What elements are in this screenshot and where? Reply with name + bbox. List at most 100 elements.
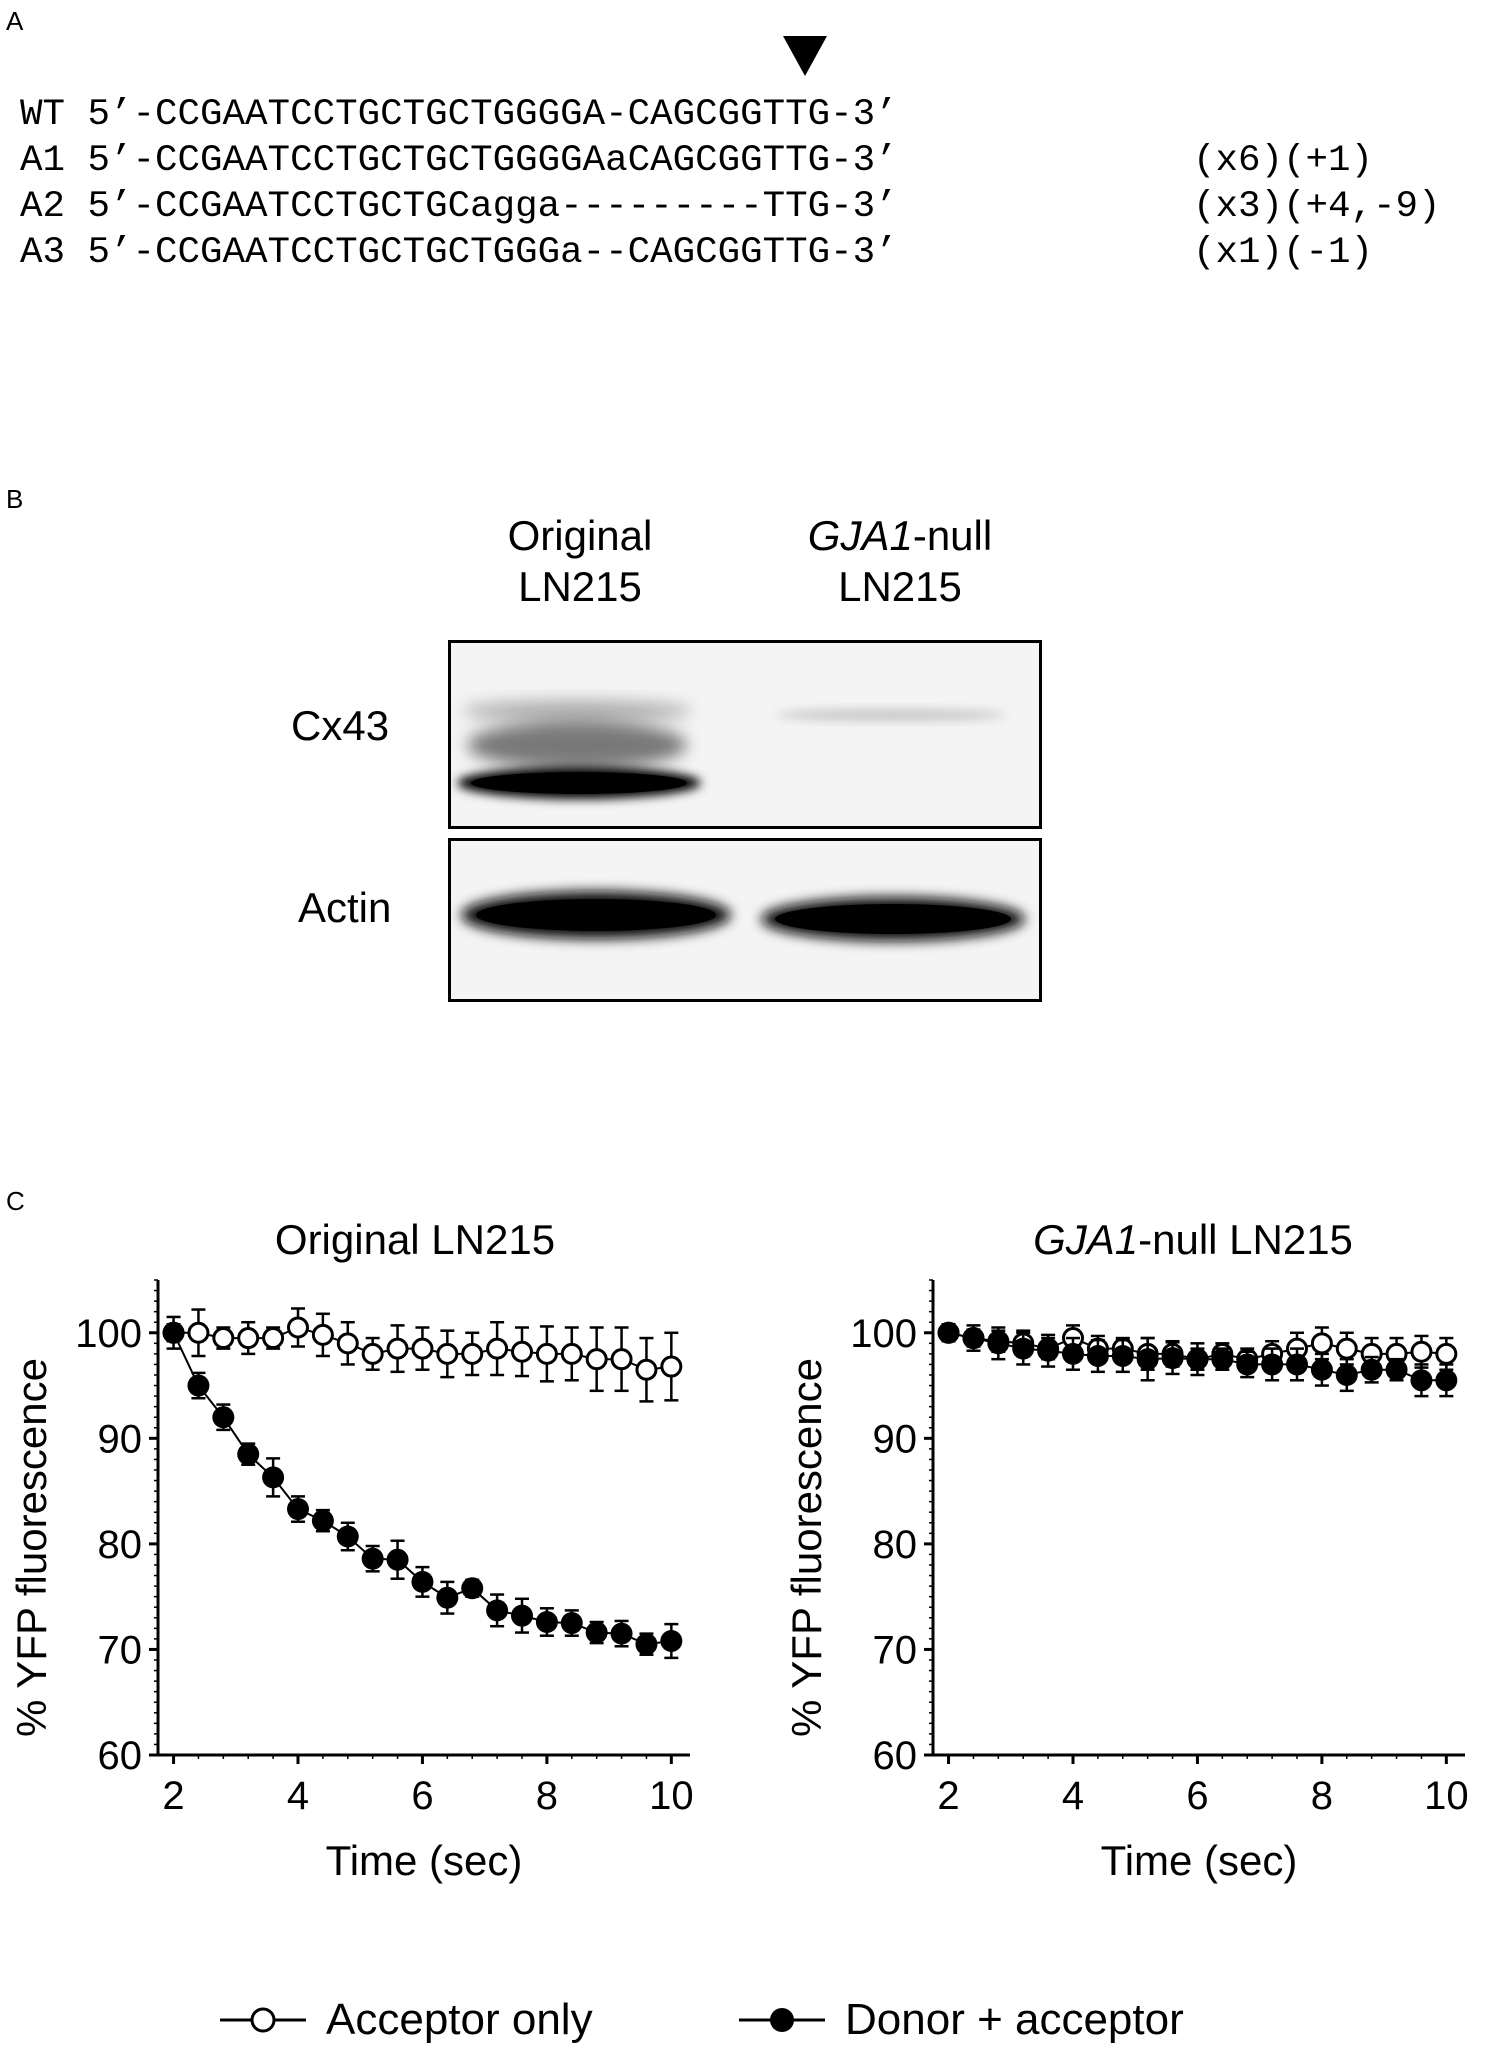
blot-cx43-image <box>451 643 1039 826</box>
x-tick-label: 10 <box>1424 1774 1469 1818</box>
data-point-filled <box>361 1547 384 1570</box>
data-point-filled <box>1360 1358 1383 1381</box>
data-point-filled <box>610 1622 633 1645</box>
data-point-filled <box>1335 1364 1358 1386</box>
data-point-filled <box>262 1466 285 1489</box>
chart-title-text: -null LN215 <box>1138 1216 1353 1263</box>
x-tick-label: 6 <box>1186 1774 1208 1818</box>
sequence-name: A1 <box>20 140 66 182</box>
data-point-open <box>560 1342 583 1365</box>
data-point-open <box>262 1327 285 1350</box>
data-point-open <box>212 1327 235 1350</box>
blot-actin <box>448 838 1042 1002</box>
data-point-filled <box>336 1525 359 1548</box>
legend: Acceptor only <box>218 1995 593 2045</box>
data-point-filled <box>162 1321 185 1344</box>
data-point-filled <box>1062 1342 1084 1365</box>
data-point-filled <box>1261 1353 1284 1376</box>
data-point-filled <box>1310 1358 1333 1381</box>
data-point-open <box>336 1332 359 1355</box>
data-point-filled <box>1037 1339 1060 1362</box>
sequence-text: 5’-CCGAATCCTGCTGCagga---------TTG-3’ <box>87 186 898 228</box>
legend: Donor + acceptor <box>737 1995 1184 2045</box>
data-point-open <box>436 1342 459 1365</box>
sequence-text: 5’-CCGAATCCTGCTGCTGGGGAaCAGCGGTTG-3’ <box>87 140 898 182</box>
panel-label-c: C <box>6 1186 25 1216</box>
data-point-open <box>585 1348 608 1371</box>
y-tick-label: 70 <box>873 1628 918 1672</box>
x-tick-label: 8 <box>536 1774 558 1818</box>
x-tick-label: 6 <box>411 1774 433 1818</box>
sequence-note: (x1)(-1) <box>1193 232 1374 274</box>
legend-label-acceptor-only: Acceptor only <box>326 1995 593 2044</box>
data-point-filled <box>386 1548 409 1571</box>
data-point-filled <box>1286 1353 1308 1376</box>
data-point-filled <box>635 1633 658 1656</box>
chart-title-original: Original LN215 <box>115 1216 715 1264</box>
panel-label-b: B <box>6 484 24 514</box>
x-tick-label: 4 <box>1062 1774 1084 1818</box>
data-point-filled <box>461 1577 484 1600</box>
legend-label-donor-acceptor: Donor + acceptor <box>845 1995 1184 2044</box>
y-tick-label: 60 <box>98 1734 143 1778</box>
data-point-filled <box>1211 1348 1234 1371</box>
data-point-filled <box>237 1443 260 1466</box>
series-open <box>162 1307 683 1403</box>
data-point-filled <box>1186 1348 1209 1371</box>
row-label-actin: Actin <box>298 884 392 931</box>
sequence-text: 5’-CCGAATCCTGCTGCTGGGGA-CAGCGGTTG-3’ <box>87 94 898 136</box>
data-point-filled <box>212 1406 235 1429</box>
data-point-filled <box>1435 1369 1458 1392</box>
data-point-filled <box>1086 1345 1109 1367</box>
y-tick-label: 100 <box>850 1312 917 1356</box>
data-point-filled <box>1012 1337 1035 1360</box>
sequence-name: WT <box>20 94 66 136</box>
data-point-open <box>1310 1332 1333 1355</box>
data-point-open <box>535 1342 558 1365</box>
x-axis-label: Time (sec) <box>1101 1837 1298 1884</box>
lane-label-line: LN215 <box>838 563 962 611</box>
data-point-open <box>311 1323 334 1346</box>
data-point-filled <box>511 1604 533 1627</box>
row-label-cx43: Cx43 <box>291 702 390 749</box>
data-point-filled <box>962 1327 985 1350</box>
data-point-open <box>1410 1340 1433 1363</box>
lane-label-original: Original LN215 <box>430 510 730 612</box>
y-tick-label: 90 <box>98 1417 143 1461</box>
x-tick-label: 2 <box>162 1774 184 1818</box>
data-point-open <box>287 1316 309 1339</box>
data-point-open <box>237 1327 260 1350</box>
y-tick-label: 80 <box>98 1523 143 1567</box>
y-tick-label: 90 <box>873 1417 918 1461</box>
data-point-open <box>361 1342 384 1365</box>
lane-label-gja1-null: GJA1-null LN215 <box>740 510 1060 612</box>
sequence-note: (x6)(+1) <box>1193 140 1374 182</box>
data-point-open <box>1435 1342 1458 1365</box>
y-tick-label: 60 <box>873 1734 918 1778</box>
sequence-name: A3 <box>20 232 66 274</box>
lane-label-line: LN215 <box>518 563 642 611</box>
x-tick-label: 10 <box>649 1774 694 1818</box>
x-tick-label: 4 <box>287 1774 309 1818</box>
data-point-filled <box>937 1321 960 1344</box>
data-point-filled <box>1111 1345 1134 1367</box>
lane-label-line: GJA1-null <box>740 510 1060 561</box>
lane-label-line: Original <box>507 512 653 559</box>
data-point-open <box>610 1348 633 1371</box>
sequence-note: (x3)(+4,-9) <box>1193 186 1441 228</box>
data-point-filled <box>436 1586 459 1609</box>
x-axis-label: Time (sec) <box>326 1837 523 1884</box>
blot-cx43 <box>448 640 1042 829</box>
data-point-filled <box>311 1509 334 1532</box>
data-point-open <box>461 1342 484 1365</box>
data-point-open <box>1335 1337 1358 1360</box>
data-point-filled <box>987 1332 1010 1355</box>
data-point-filled <box>411 1570 434 1593</box>
series-filled <box>162 1321 683 1660</box>
data-point-filled <box>486 1599 509 1622</box>
sequence-row: A2 5’-CCGAATCCTGCTGCagga---------TTG-3’ <box>20 186 898 228</box>
chart-gja1-null-ln215: 60 70 80 90 100 2 4 6 8 10 Time (sec) % YFP fluores… <box>783 1279 1469 1884</box>
data-point-filled <box>287 1498 309 1521</box>
sequence-text: 5’-CCGAATCCTGCTGCTGGGa--CAGCGGTTG-3’ <box>87 232 898 274</box>
x-tick-label: 8 <box>1311 1774 1333 1818</box>
